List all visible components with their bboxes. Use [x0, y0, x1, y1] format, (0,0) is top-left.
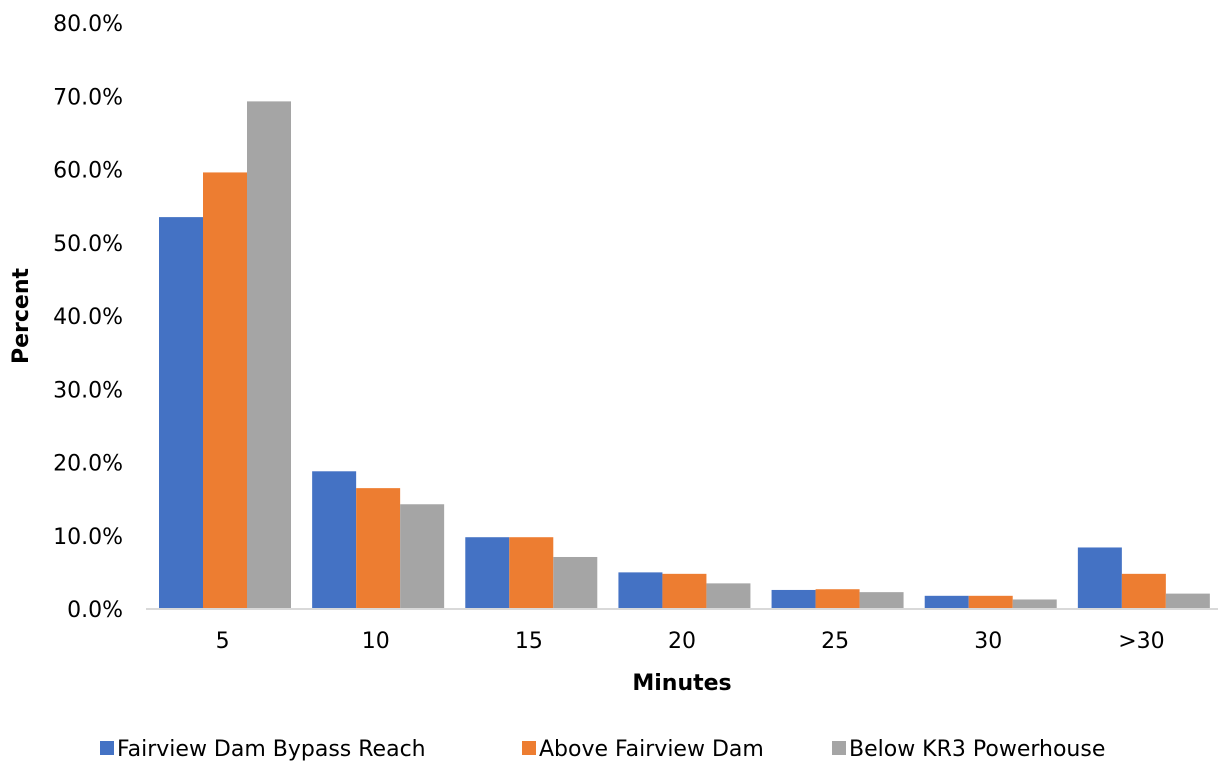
legend-swatch — [100, 741, 114, 755]
y-tick-label: 70.0% — [53, 85, 123, 110]
x-axis-ticks: 5 10 15 20 25 30 >30 — [216, 629, 1165, 654]
bar-1-15 — [465, 537, 510, 609]
y-axis-title: Percent — [9, 268, 34, 365]
y-tick-label: 80.0% — [53, 12, 123, 37]
y-tick-label: 60.0% — [53, 159, 123, 184]
legend-label: Below KR3 Powerhouse — [849, 737, 1105, 762]
x-tick-label: 25 — [821, 629, 849, 654]
legend-label: Above Fairview Dam — [539, 737, 764, 762]
bar-3-5 — [247, 101, 291, 609]
bar-3->30 — [1165, 593, 1210, 609]
bar-2-20 — [662, 573, 707, 609]
bar-3-25 — [859, 592, 904, 609]
bar-3-10 — [400, 504, 445, 609]
bar-1-30 — [924, 595, 969, 609]
bar-1-10 — [312, 471, 357, 609]
bar-3-15 — [553, 556, 598, 609]
bar-2-5 — [203, 172, 247, 609]
legend-swatch — [522, 741, 536, 755]
y-tick-label: 50.0% — [53, 232, 123, 257]
legend: Fairview Dam Bypass Reach Above Fairview … — [100, 737, 1105, 762]
y-tick-label: 20.0% — [53, 452, 123, 477]
legend-swatch — [832, 741, 846, 755]
x-tick-label: 5 — [216, 629, 230, 654]
bar-3-20 — [706, 583, 751, 609]
y-tick-label: 0.0% — [67, 598, 123, 623]
x-axis-title: Minutes — [632, 671, 731, 696]
bar-2-15 — [509, 537, 554, 609]
bar-2-25 — [815, 589, 860, 609]
bar-2-30 — [968, 595, 1013, 609]
x-tick-label: 20 — [668, 629, 696, 654]
x-tick-label: >30 — [1118, 629, 1164, 654]
legend-label: Fairview Dam Bypass Reach — [117, 737, 426, 762]
x-tick-label: 30 — [974, 629, 1002, 654]
bar-2-10 — [356, 488, 401, 609]
y-axis-ticks: 0.0% 10.0% 20.0% 30.0% 40.0% 50.0% 60.0% 70.0% 8… — [53, 12, 123, 623]
y-tick-label: 40.0% — [53, 305, 123, 330]
bar-1-25 — [771, 589, 816, 609]
bar-1->30 — [1077, 547, 1122, 609]
bar-3-30 — [1012, 599, 1057, 609]
x-tick-label: 15 — [515, 629, 543, 654]
bar-1-20 — [618, 572, 663, 609]
x-tick-label: 10 — [362, 629, 390, 654]
y-tick-label: 30.0% — [53, 378, 123, 403]
bars — [159, 101, 1210, 610]
y-tick-label: 10.0% — [53, 525, 123, 550]
bar-2->30 — [1121, 573, 1166, 609]
bar-1-5 — [159, 217, 203, 610]
